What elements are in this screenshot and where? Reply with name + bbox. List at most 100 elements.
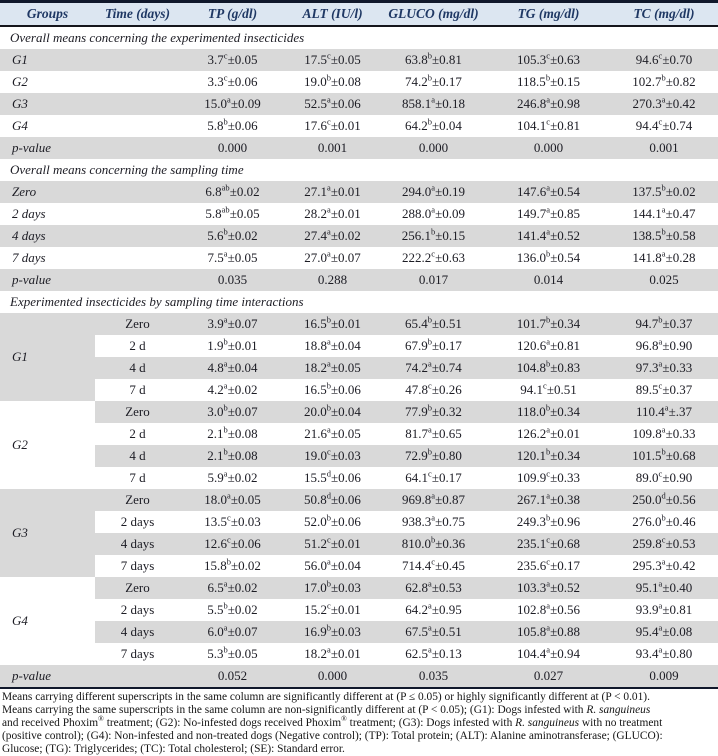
- value-cell: 0.288: [317, 272, 348, 287]
- value-cell: 0.035: [418, 668, 449, 683]
- superscript: b: [546, 314, 551, 325]
- value-cell: 64.2b±0.04: [405, 116, 462, 133]
- table-row: 4 days 6.0a±0.07 16.9b±0.03 67.5a±0.51 105.8…: [0, 621, 718, 643]
- time-cell: 4 d: [129, 448, 146, 463]
- superscript: b: [546, 446, 551, 457]
- time-cell: 2 d: [129, 338, 146, 353]
- superscript: b: [546, 248, 551, 259]
- value-cell: 109.9c±0.33: [517, 468, 580, 485]
- superscript: b: [427, 314, 433, 325]
- registered-mark: ®: [341, 714, 347, 724]
- value-cell: 74.2b±0.17: [405, 72, 462, 89]
- superscript: c: [223, 72, 228, 83]
- section-title: Overall means concerning the experimente…: [0, 26, 718, 49]
- value-cell: 18.0a±0.05: [204, 490, 261, 507]
- superscript: a: [658, 644, 663, 655]
- value-cell: 4.8a±0.04: [207, 358, 258, 375]
- superscript: ab: [221, 204, 230, 215]
- superscript: a: [658, 622, 663, 633]
- time-cell: Zero: [125, 316, 150, 331]
- p-value-label: p-value: [12, 668, 51, 683]
- results-table: Groups Time (days) TP (g/dl) ALT (IU/l) GLUC…: [0, 0, 718, 689]
- table-row: 7 d 5.9a±0.02 15.5d±0.06 64.1c±0.17 109.9c±0…: [0, 467, 718, 489]
- value-cell: 105.8a±0.88: [517, 622, 580, 639]
- superscript: b: [427, 116, 433, 127]
- value-cell: 109.8a±0.33: [632, 424, 696, 441]
- value-cell: 72.9b±0.80: [405, 446, 462, 463]
- superscript: a: [327, 644, 331, 655]
- superscript: b: [223, 424, 228, 435]
- value-cell: 15.0a±0.09: [204, 94, 261, 111]
- value-cell: 7.5a±0.05: [207, 248, 258, 265]
- superscript: c: [546, 556, 551, 567]
- table-row: 4 d 4.8a±0.04 18.2a±0.05 74.2a±0.74 104.8b±0…: [0, 357, 718, 379]
- superscript: b: [661, 446, 666, 457]
- row-label: G3: [12, 96, 28, 111]
- table-row: 4 days 12.6c±0.06 51.2c±0.01 810.0b±0.36 235…: [0, 533, 718, 555]
- value-cell: 93.4a±0.80: [635, 644, 693, 661]
- value-cell: 267.1a±0.38: [517, 490, 580, 507]
- value-cell: 62.5a±0.13: [405, 644, 462, 661]
- superscript: a: [227, 490, 231, 501]
- superscript: a: [327, 182, 331, 193]
- superscript: b: [546, 512, 551, 523]
- value-cell: 141.8a±0.28: [632, 248, 696, 265]
- superscript: a: [223, 314, 228, 325]
- table-row: 4 d 2.1b±0.08 19.0c±0.03 72.9b±0.80 120.1b±0…: [0, 445, 718, 467]
- value-cell: 137.5b±0.02: [632, 182, 696, 199]
- superscript: a: [546, 94, 551, 105]
- value-cell: 6.0a±0.07: [207, 622, 258, 639]
- superscript: a: [428, 424, 432, 435]
- superscript: a: [327, 424, 331, 435]
- footnote-line: Means carrying different superscripts in…: [2, 691, 650, 703]
- superscript: c: [658, 116, 663, 127]
- value-cell: 120.6a±0.81: [517, 336, 580, 353]
- section-title-row: Overall means concerning the sampling ti…: [0, 159, 718, 181]
- value-cell: 0.000: [418, 140, 449, 155]
- value-cell: 95.4a±0.08: [635, 622, 693, 639]
- species-name: R. sanguineus: [515, 716, 580, 729]
- time-cell: 7 d: [129, 470, 146, 485]
- table-header-row: Groups Time (days) TP (g/dl) ALT (IU/l) GLUC…: [0, 1, 718, 27]
- value-cell: 102.7b±0.82: [632, 72, 696, 89]
- time-cell: 4 days: [120, 624, 155, 639]
- superscript: c: [327, 50, 331, 61]
- superscript: b: [326, 402, 332, 413]
- value-cell: 0.001: [649, 140, 679, 155]
- value-cell: 0.025: [649, 272, 679, 287]
- table-row: G3 15.0a±0.09 52.5a±0.06 858.1a±0.18 246.8a±…: [0, 93, 718, 115]
- value-cell: 94.6c±0.70: [635, 50, 693, 67]
- p-value-label: p-value: [12, 272, 51, 287]
- superscript: a: [546, 336, 551, 347]
- value-cell: 19.0b±0.08: [304, 72, 361, 89]
- value-cell: 20.0b±0.04: [304, 402, 361, 419]
- value-cell: 77.9b±0.32: [405, 402, 462, 419]
- superscript: c: [327, 534, 331, 545]
- value-cell: 94.4c±0.74: [635, 116, 693, 133]
- value-cell: 18.2a±0.05: [304, 358, 361, 375]
- footnote-line: and received Phoxim® treatment; (G2): No…: [2, 714, 663, 729]
- table-row: 7 days 15.8b±0.02 56.0a±0.04 714.4c±0.45 235…: [0, 555, 718, 577]
- superscript: a: [223, 380, 228, 391]
- value-cell: 62.8a±0.53: [405, 578, 462, 595]
- value-cell: 0.027: [533, 668, 564, 683]
- time-cell: 7 d: [129, 382, 146, 397]
- time-cell: 7 days: [120, 558, 155, 573]
- value-cell: 0.052: [217, 668, 248, 683]
- value-cell: 104.4a±0.94: [517, 644, 580, 661]
- superscript: c: [543, 380, 547, 391]
- section-title: Overall means concerning the sampling ti…: [0, 159, 718, 181]
- superscript: a: [431, 204, 436, 215]
- value-cell: 52.5a±0.06: [304, 94, 361, 111]
- value-cell: 250.0d±0.56: [632, 490, 696, 507]
- value-cell: 19.0c±0.03: [304, 446, 361, 463]
- table-row: 2 d 1.9b±0.01 18.8a±0.04 67.9b±0.17 120.6a±0…: [0, 335, 718, 357]
- value-cell: 235.6c±0.17: [517, 556, 580, 573]
- value-cell: 67.9b±0.17: [405, 336, 462, 353]
- table-row: G2 Zero 3.0b±0.07 20.0b±0.04 77.9b±0.32 118.0…: [0, 401, 718, 489]
- value-cell: 102.8a±0.56: [517, 600, 580, 617]
- value-cell: 89.5c±0.37: [635, 380, 693, 397]
- value-cell: 144.1a±0.47: [632, 204, 696, 221]
- footnote-line: Means carrying the same superscripts in …: [2, 703, 651, 716]
- superscript: c: [327, 116, 331, 127]
